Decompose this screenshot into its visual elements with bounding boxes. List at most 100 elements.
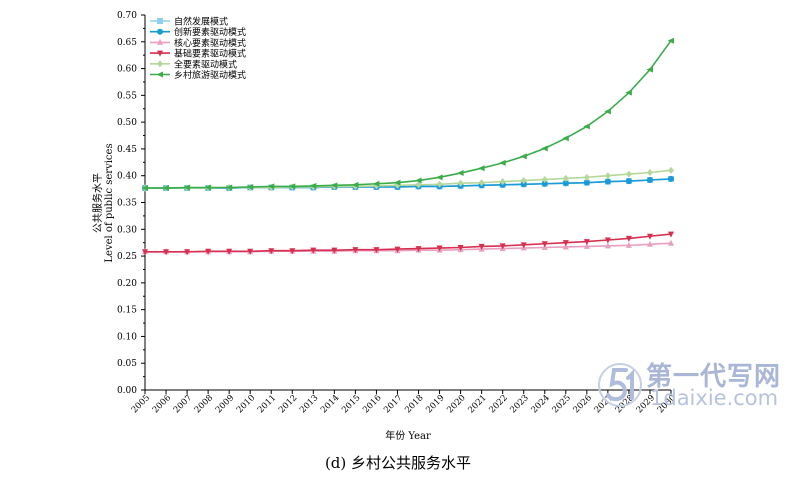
data-point	[457, 245, 464, 251]
data-point	[625, 235, 632, 242]
legend-label: 创新要素驱动模式	[174, 26, 246, 38]
data-point	[141, 185, 148, 192]
data-point	[562, 240, 569, 247]
y-tick-label: 0.20	[117, 279, 137, 289]
x-tick-label: 2012	[277, 393, 299, 415]
x-tick-label: 2017	[382, 393, 404, 415]
x-tick-label: 2020	[445, 393, 467, 415]
data-point	[309, 182, 317, 189]
data-point	[478, 243, 485, 250]
data-point	[604, 178, 611, 185]
data-point	[625, 241, 632, 248]
data-point	[668, 231, 674, 238]
x-tick-label: 2015	[340, 393, 362, 415]
series-line	[145, 178, 672, 189]
x-tick-label: 2026	[572, 393, 594, 415]
data-point	[289, 248, 296, 255]
data-point	[415, 177, 422, 184]
y-tick-label: 0.30	[117, 225, 137, 235]
series-4	[142, 231, 674, 256]
legend-item: 乡村旅游驱动模式	[150, 69, 246, 81]
data-point	[478, 165, 485, 172]
x-tick-label: 2008	[193, 393, 215, 415]
data-point	[541, 180, 548, 187]
data-point	[457, 170, 464, 177]
data-point	[436, 174, 443, 181]
legend-marker	[157, 18, 163, 24]
legend-marker	[156, 71, 163, 78]
series-line	[145, 40, 672, 189]
legend-marker	[157, 38, 163, 45]
data-point	[499, 159, 506, 166]
data-point	[246, 183, 254, 190]
y-tick-label: 0.00	[117, 386, 137, 396]
y-tick-label: 0.45	[117, 145, 137, 155]
data-point	[352, 247, 359, 254]
data-point	[457, 179, 464, 187]
watermark-logo-icon	[598, 363, 642, 407]
watermark: 第一代写网 1daixie.com	[596, 354, 786, 416]
data-point	[184, 249, 191, 256]
legend-item: 创新要素驱动模式	[150, 26, 246, 38]
x-tick-label: 2013	[298, 393, 320, 415]
data-point	[604, 237, 611, 244]
data-point	[436, 180, 443, 188]
legend-label: 基础要素驱动模式	[174, 48, 246, 60]
x-tick-label: 2007	[172, 393, 194, 415]
data-point	[267, 183, 275, 190]
legend-label: 全要素驱动模式	[174, 58, 237, 70]
data-point	[415, 181, 422, 189]
data-point	[667, 37, 674, 44]
y-tick-label: 0.05	[117, 359, 137, 369]
legend-marker	[157, 60, 163, 68]
data-point	[372, 180, 380, 187]
data-point	[394, 246, 401, 253]
x-tick-label: 2023	[508, 393, 530, 415]
legend-marker	[157, 50, 163, 57]
data-point	[646, 240, 653, 247]
data-point	[520, 242, 527, 249]
data-point	[247, 248, 254, 255]
x-tick-label: 2024	[530, 393, 552, 415]
data-point	[668, 166, 674, 174]
x-tick-label: 2025	[551, 393, 573, 415]
data-point	[268, 248, 275, 255]
data-point	[646, 177, 653, 183]
x-tick-label: 2005	[130, 393, 152, 415]
y-tick-label: 0.55	[117, 91, 137, 101]
x-tick-label: 2009	[214, 393, 236, 415]
data-point	[604, 108, 611, 115]
x-tick-label: 2011	[256, 393, 278, 415]
legend-item: 全要素驱动模式	[150, 58, 237, 70]
y-tick-label: 0.50	[117, 118, 137, 128]
y-tick-label: 0.35	[117, 199, 137, 209]
data-point	[604, 172, 611, 180]
legend-item: 基础要素驱动模式	[150, 48, 246, 60]
x-tick-label: 2022	[487, 393, 509, 415]
data-point	[183, 184, 191, 191]
series-line	[145, 233, 672, 253]
data-point	[625, 89, 632, 96]
data-point	[541, 175, 548, 183]
data-point	[351, 181, 359, 188]
x-tick-label: 2019	[424, 393, 446, 415]
data-point	[583, 239, 590, 246]
data-point	[393, 179, 401, 186]
y-tick-label: 0.10	[117, 332, 137, 342]
series-2	[142, 175, 674, 192]
data-point	[646, 66, 653, 73]
x-tick-label: 2014	[319, 393, 341, 415]
data-point	[541, 145, 548, 152]
data-point	[583, 173, 590, 181]
series-layer	[141, 37, 674, 256]
data-point	[646, 169, 653, 176]
data-point	[225, 184, 233, 191]
legend: 自然发展模式创新要素驱动模式核心要素驱动模式基础要素驱动模式全要素驱动模式乡村旅…	[150, 16, 246, 81]
x-tick-label: 2016	[361, 393, 383, 415]
data-point	[162, 185, 170, 192]
x-axis-label: 年份 Year	[385, 429, 431, 442]
data-point	[583, 242, 590, 249]
x-tick-label: 2018	[403, 393, 425, 415]
data-point	[583, 123, 590, 130]
figure-caption: (d) 乡村公共服务水平	[324, 454, 472, 472]
